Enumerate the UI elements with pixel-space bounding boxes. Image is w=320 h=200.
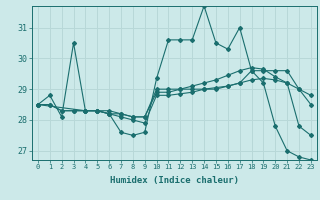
X-axis label: Humidex (Indice chaleur): Humidex (Indice chaleur) — [110, 176, 239, 185]
